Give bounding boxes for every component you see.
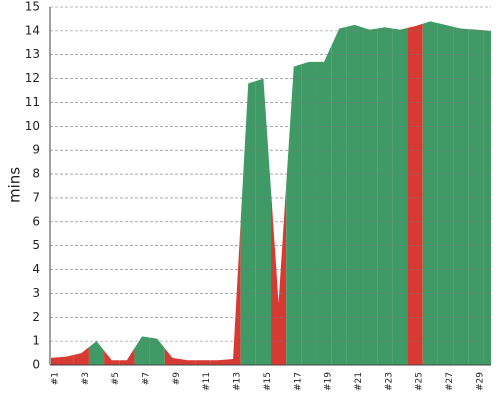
x-tick-label: #29 <box>475 372 485 391</box>
area-segment <box>392 27 408 366</box>
x-tick-label: #9 <box>172 372 182 386</box>
area-segment <box>195 360 211 365</box>
area-segment <box>134 336 150 365</box>
y-tick-label: 0 <box>32 358 40 372</box>
y-tick-label: 4 <box>32 262 40 276</box>
y-tick-label: 6 <box>32 214 40 228</box>
x-tick-label: #19 <box>324 372 334 391</box>
x-tick-label: #27 <box>445 372 455 391</box>
area-segment <box>164 348 180 365</box>
x-tick-label: #13 <box>233 372 243 391</box>
x-tick-label: #1 <box>51 372 61 385</box>
area-segment <box>51 357 59 365</box>
y-tick-label: 2 <box>32 310 40 324</box>
area-segment <box>362 27 378 365</box>
area-segment <box>407 23 423 366</box>
area-segment <box>316 45 332 365</box>
x-tick-label: #21 <box>354 372 364 391</box>
x-tick-label: #7 <box>142 372 152 385</box>
area-segment <box>286 64 302 365</box>
x-tick-label: #17 <box>293 372 303 391</box>
area-segment <box>255 78 271 365</box>
area-segment <box>88 341 105 365</box>
y-tick-label: 1 <box>32 334 40 348</box>
area-segment <box>346 24 363 366</box>
y-tick-label: 12 <box>25 71 40 85</box>
y-tick-label: 9 <box>32 143 40 157</box>
y-tick-label: 14 <box>25 23 40 37</box>
y-tick-label: 13 <box>25 47 40 61</box>
y-tick-label: 3 <box>32 286 40 300</box>
x-tick-label: #11 <box>202 372 212 391</box>
y-tick-label: 11 <box>25 95 40 109</box>
y-tick-label: 10 <box>25 119 40 133</box>
area-segment <box>468 29 484 366</box>
x-tick-label: #25 <box>415 372 425 391</box>
x-tick-label: #23 <box>384 372 394 391</box>
area-segment <box>210 359 226 365</box>
area-segment <box>240 80 256 365</box>
area-segment <box>437 23 454 366</box>
area-segment <box>377 27 393 365</box>
area-segment <box>73 347 89 365</box>
area-segment <box>271 184 287 365</box>
y-tick-label: 15 <box>25 0 40 14</box>
area-segment <box>422 21 438 365</box>
y-tick-label: 7 <box>32 190 40 204</box>
x-tick-label: #15 <box>263 372 273 391</box>
area-segment <box>104 350 120 365</box>
area-segment <box>179 359 196 365</box>
area-segment <box>149 337 165 365</box>
x-tick-label: #5 <box>111 372 121 385</box>
area-segment <box>119 348 135 365</box>
x-tick-label: #3 <box>81 372 91 385</box>
y-tick-label: 5 <box>32 238 40 252</box>
y-axis-label: mins <box>6 167 24 203</box>
area-segment <box>58 354 74 365</box>
y-tick-label: 8 <box>32 167 40 181</box>
area-segment <box>453 26 469 365</box>
area-segment <box>225 221 241 365</box>
area-segment <box>301 61 317 365</box>
area-segment <box>331 26 347 365</box>
